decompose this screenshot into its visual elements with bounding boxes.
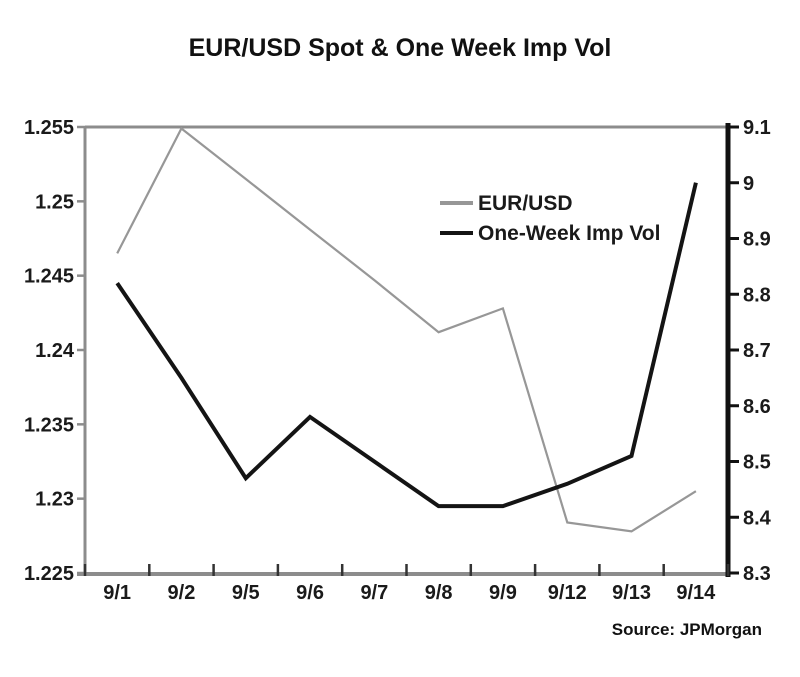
right-axis-tick-label: 8.8	[743, 284, 771, 306]
left-axis-tick-label: 1.235	[24, 414, 74, 436]
right-axis-tick-label: 9.1	[743, 117, 771, 139]
x-axis-tick-label: 9/2	[168, 582, 196, 604]
left-axis-tick-label: 1.24	[35, 340, 75, 362]
right-axis-tick-label: 8.4	[743, 507, 772, 529]
right-axis-tick-label: 8.5	[743, 452, 771, 474]
legend-label-imp-vol: One-Week Imp Vol	[478, 222, 660, 245]
chart-title: EUR/USD Spot & One Week Imp Vol	[188, 34, 612, 62]
x-axis-tick-label: 9/9	[489, 582, 517, 604]
right-axis-tick-label: 8.9	[743, 229, 771, 251]
right-axis-tick-label: 8.6	[743, 396, 771, 418]
left-axis-tick-label: 1.225	[24, 563, 74, 585]
imp-vol-line	[115, 182, 698, 509]
source-credit: Source: JPMorgan	[611, 620, 762, 639]
x-axis-tick-label: 9/12	[548, 582, 587, 604]
x-axis-tick-label: 9/14	[676, 582, 716, 604]
x-axis-tick-label: 9/8	[425, 582, 453, 604]
legend-label-eur-usd: EUR/USD	[478, 192, 573, 215]
left-axis-tick-label: 1.23	[35, 489, 74, 511]
eur-usd-line	[116, 126, 697, 533]
x-axis-tick-label: 9/6	[296, 582, 324, 604]
x-axis-tick-label: 9/5	[232, 582, 260, 604]
right-axis-tick-label: 8.3	[743, 563, 771, 585]
x-axis-tick-label: 9/1	[103, 582, 131, 604]
left-axis-tick-label: 1.245	[24, 266, 74, 288]
x-axis-tick-label: 9/13	[612, 582, 651, 604]
left-axis-tick-label: 1.25	[35, 191, 74, 213]
x-axis-tick-label: 9/7	[360, 582, 388, 604]
right-axis-tick-label: 8.7	[743, 340, 771, 362]
left-axis-tick-label: 1.255	[24, 117, 74, 139]
right-axis-tick-label: 9	[743, 173, 754, 195]
